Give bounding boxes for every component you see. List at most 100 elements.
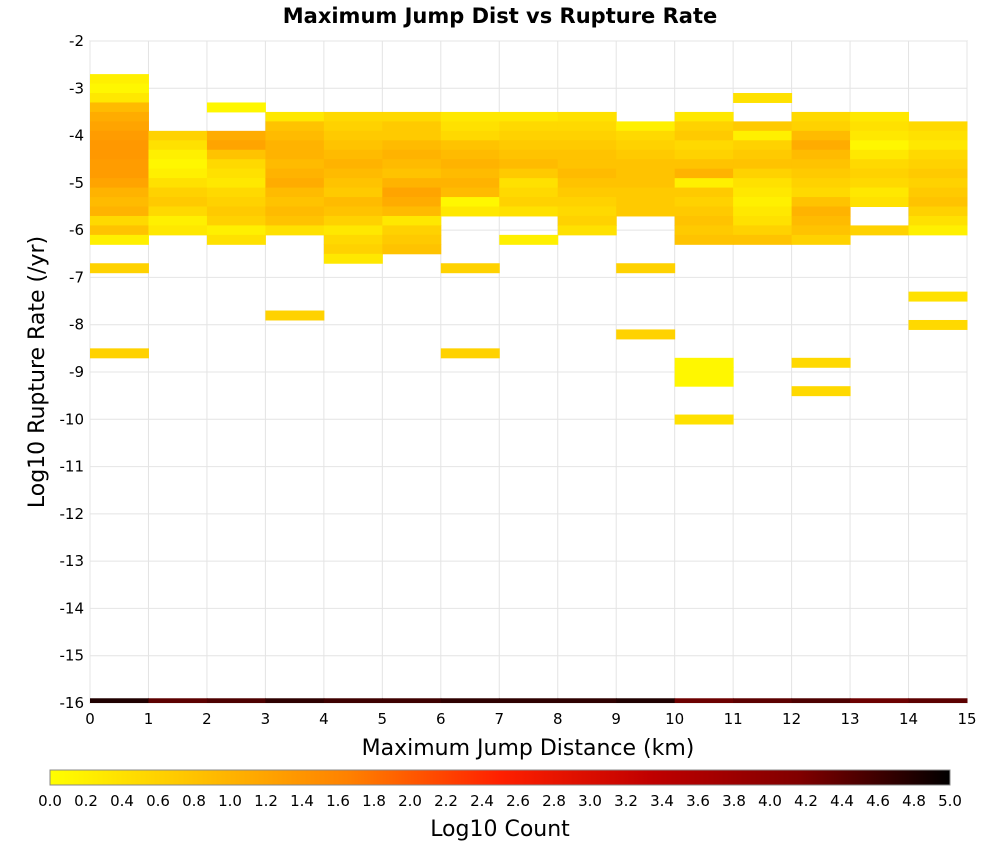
heatmap-cell-bottom — [733, 698, 793, 703]
heatmap-cell — [323, 244, 383, 255]
heatmap-cell — [499, 140, 559, 151]
heatmap-cell — [382, 178, 442, 189]
colorbar-tick-label: 2.0 — [398, 792, 422, 810]
colorbar-tick-label: 3.8 — [722, 792, 746, 810]
heatmap-cell — [791, 111, 851, 122]
y-axis-label: Log10 Rupture Rate (/yr) — [25, 236, 50, 508]
heatmap-cell-bottom — [323, 698, 383, 703]
heatmap-cell — [733, 121, 793, 132]
heatmap-cell — [90, 130, 149, 141]
x-tick-label: 1 — [144, 710, 154, 728]
heatmap-cell — [499, 197, 559, 207]
colorbar-tick-label: 0.0 — [38, 792, 62, 810]
heatmap-cell — [206, 168, 266, 179]
colorbar-label: Log10 Count — [430, 817, 570, 842]
heatmap-cell — [440, 348, 500, 359]
heatmap-cell — [499, 111, 559, 122]
heatmap-cell — [616, 168, 676, 179]
heatmap-cell — [733, 187, 793, 198]
heatmap-cell — [499, 121, 559, 132]
y-tick-labels: -2 -3 -4 -5 -6 -7 -8 -9 -10 -11 -12 -13 -14 -15 -16 — [60, 32, 85, 712]
heatmap-cell — [674, 215, 734, 226]
heatmap-cell — [674, 197, 734, 207]
heatmap-cell — [440, 149, 500, 160]
colorbar-tick-label: 3.4 — [650, 792, 674, 810]
heatmap-cell — [616, 121, 676, 132]
heatmap-cell — [908, 130, 968, 141]
heatmap-cell — [791, 178, 851, 189]
heatmap-cell — [440, 159, 500, 170]
x-tick-label: 9 — [611, 710, 621, 728]
heatmap-cell — [265, 215, 325, 226]
heatmap-cell — [382, 130, 442, 141]
heatmap-cell — [616, 130, 676, 141]
heatmap-cell-bottom — [791, 698, 851, 703]
heatmap-cell — [148, 178, 208, 189]
heatmap-cell — [206, 225, 266, 236]
heatmap-cell — [850, 149, 910, 160]
heatmap-cell — [90, 234, 149, 245]
heatmap-cell-bottom — [908, 698, 968, 703]
y-tick-label: -12 — [60, 505, 85, 523]
heatmap-cell — [440, 263, 500, 274]
heatmap-cell — [733, 234, 793, 245]
heatmap-cell — [90, 111, 149, 122]
heatmap-cell — [908, 291, 968, 302]
heatmap-cell — [90, 149, 149, 160]
heatmap-cell — [148, 149, 208, 160]
heatmap-cell — [323, 234, 383, 245]
y-tick-label: -9 — [69, 363, 84, 381]
heatmap-cell — [206, 130, 266, 141]
heatmap-cell — [148, 206, 208, 217]
heatmap-cell — [206, 197, 266, 207]
heatmap-cell — [616, 329, 676, 340]
heatmap-cell — [382, 149, 442, 160]
heatmap-cell — [791, 121, 851, 132]
heatmap-cell — [557, 121, 617, 132]
y-tick-label: -11 — [60, 458, 85, 476]
heatmap-cell — [557, 149, 617, 160]
heatmap-cell — [265, 197, 325, 207]
y-tick-label: -3 — [69, 79, 84, 97]
heatmap-cell — [265, 168, 325, 179]
colorbar-tick-label: 1.8 — [362, 792, 386, 810]
heatmap-cell — [206, 149, 266, 160]
heatmap-cell — [674, 130, 734, 141]
y-tick-label: -10 — [60, 410, 85, 428]
heatmap-cell — [499, 159, 559, 170]
heatmap-cell — [674, 149, 734, 160]
y-tick-label: -5 — [69, 174, 84, 192]
heatmap-cell — [323, 206, 383, 217]
heatmap-cell — [908, 197, 968, 207]
heatmap-cell — [148, 215, 208, 226]
heatmap-cell — [733, 140, 793, 151]
heatmap-cell — [382, 225, 442, 236]
heatmap-cell-bottom — [557, 698, 617, 703]
heatmap-cell-bottom — [265, 698, 325, 703]
heatmap-cell — [265, 206, 325, 217]
heatmap-cell — [791, 357, 851, 368]
heatmap-cell — [440, 187, 500, 198]
heatmap-cell — [206, 187, 266, 198]
heatmap-cell — [791, 187, 851, 198]
heatmap-cell — [791, 159, 851, 170]
colorbar-tick-label: 2.6 — [506, 792, 530, 810]
heatmap-cell — [733, 149, 793, 160]
colorbar-tick-label: 1.0 — [218, 792, 242, 810]
heatmap-cell-bottom — [90, 698, 149, 703]
colorbar-tick-label: 2.2 — [434, 792, 458, 810]
heatmap-cell — [499, 168, 559, 179]
heatmap-cell — [733, 178, 793, 189]
heatmap-cell — [850, 187, 910, 198]
heatmap-cell-bottom — [616, 698, 676, 703]
x-tick-label: 4 — [319, 710, 329, 728]
heatmap-cell — [674, 168, 734, 179]
heatmap-cell — [148, 187, 208, 198]
heatmap-cell — [265, 121, 325, 132]
heatmap-cell — [674, 414, 734, 425]
heatmap-cell — [499, 234, 559, 245]
heatmap-cell — [908, 206, 968, 217]
heatmap-cell — [90, 225, 149, 236]
x-tick-label: 10 — [665, 710, 684, 728]
y-tick-label: -6 — [69, 221, 84, 239]
